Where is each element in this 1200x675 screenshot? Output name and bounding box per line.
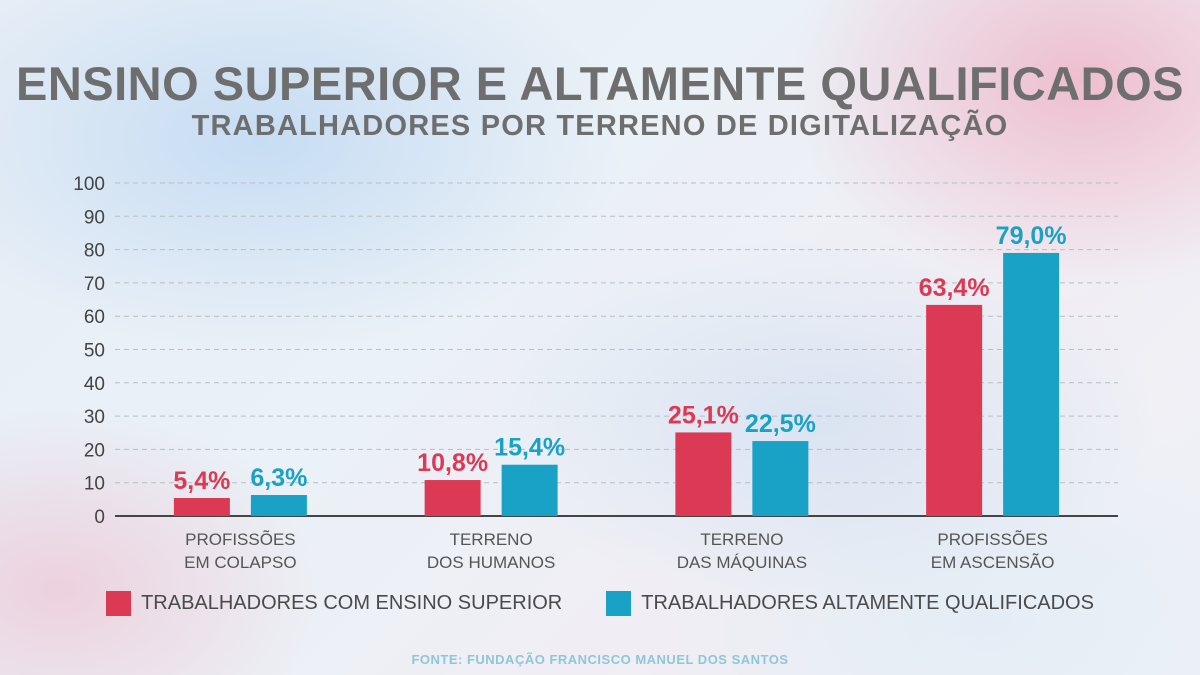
x-category-label: PROFISSÕES	[937, 530, 1048, 549]
y-tick-label: 10	[84, 474, 105, 495]
data-label: 25,1%	[668, 401, 739, 429]
x-category-label: PROFISSÕES	[185, 530, 296, 549]
y-tick-label: 30	[84, 407, 105, 428]
data-label: 10,8%	[417, 449, 488, 477]
y-tick-label: 90	[84, 207, 105, 228]
data-label: 22,5%	[745, 410, 816, 438]
bar	[1003, 252, 1060, 516]
y-tick-label: 100	[73, 174, 105, 195]
legend-item-ensino-superior: TRABALHADORES COM ENSINO SUPERIOR	[106, 591, 562, 616]
data-label: 15,4%	[494, 434, 565, 462]
x-category-label: DOS HUMANOS	[427, 553, 555, 572]
chart-legend: TRABALHADORES COM ENSINO SUPERIOR TRABAL…	[0, 591, 1200, 616]
bar	[501, 464, 558, 516]
legend-label-ensino-superior: TRABALHADORES COM ENSINO SUPERIOR	[141, 592, 563, 614]
legend-swatch-altamente-qualificados	[606, 591, 632, 616]
bar-chart: 0 10 20 30 40 50 60 70 80 90 100 5,4% 6,3% PROFISSÕES…	[73, 174, 1118, 572]
y-tick-label: 40	[84, 374, 105, 395]
data-label: 63,4%	[919, 274, 990, 302]
chart-title: ENSINO SUPERIOR E ALTAMENTE QUALIFICADOS	[15, 57, 1185, 110]
bar	[752, 441, 809, 516]
bar	[250, 495, 307, 516]
bar	[424, 480, 481, 516]
chart-subtitle: TRABALHADORES POR TERRENO DE DIGITALIZAÇ…	[191, 110, 1009, 142]
x-category-label: DAS MÁQUINAS	[677, 553, 807, 572]
bar	[173, 498, 230, 516]
x-category-label: TERRENO	[450, 530, 533, 549]
data-label: 6,3%	[250, 464, 307, 492]
legend-item-altamente-qualificados: TRABALHADORES ALTAMENTE QUALIFICADOS	[606, 591, 1094, 616]
y-tick-label: 70	[84, 274, 105, 295]
data-label: 5,4%	[173, 467, 230, 495]
legend-swatch-ensino-superior	[106, 591, 132, 616]
x-category-label: EM ASCENSÃO	[931, 553, 1055, 572]
x-category-label: TERRENO	[700, 530, 783, 549]
source-note: FONTE: FUNDAÇÃO FRANCISCO MANUEL DOS SAN…	[411, 652, 789, 667]
y-tick-label: 60	[84, 307, 105, 328]
legend-label-altamente-qualificados: TRABALHADORES ALTAMENTE QUALIFICADOS	[641, 592, 1094, 614]
y-tick-label: 80	[84, 241, 105, 262]
y-tick-label: 20	[84, 440, 105, 461]
y-tick-label: 0	[94, 507, 105, 528]
bar	[675, 432, 732, 516]
bar	[926, 304, 983, 516]
x-category-label: EM COLAPSO	[184, 553, 296, 572]
data-label: 79,0%	[996, 222, 1067, 250]
y-tick-label: 50	[84, 341, 105, 362]
